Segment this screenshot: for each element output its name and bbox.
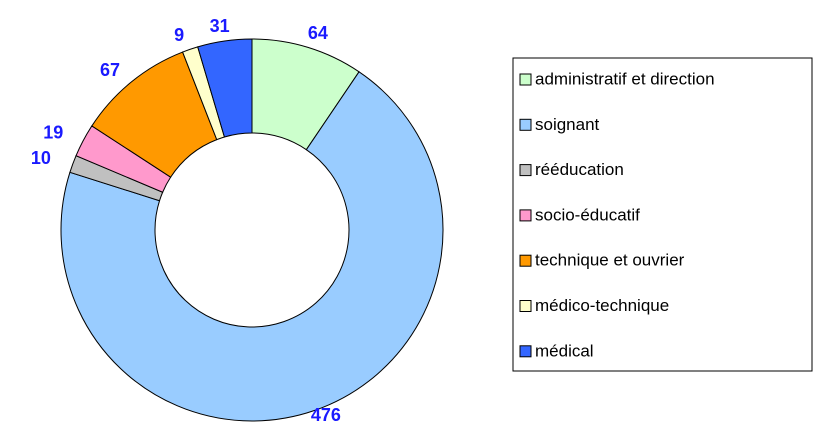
legend-swatch xyxy=(519,118,532,131)
legend-label: technique et ouvrier xyxy=(535,251,685,270)
legend-label: médico-technique xyxy=(535,296,669,315)
value-label: 9 xyxy=(174,25,184,45)
legend-swatch xyxy=(519,73,532,86)
legend-label: médical xyxy=(535,341,594,360)
legend-swatch xyxy=(519,345,532,358)
legend-label: soignant xyxy=(535,115,600,134)
value-label: 10 xyxy=(31,148,51,168)
legend-label: socio-éducatif xyxy=(535,205,640,224)
value-label: 19 xyxy=(43,123,63,143)
legend-swatch xyxy=(519,209,532,222)
legend-box xyxy=(512,57,813,372)
legend-label: rééducation xyxy=(535,160,624,179)
donut-slice xyxy=(60,71,444,422)
value-label: 476 xyxy=(311,405,341,425)
donut-slice xyxy=(197,38,253,138)
value-label: 64 xyxy=(308,23,328,43)
legend-swatch xyxy=(519,164,532,177)
legend-label: administratif et direction xyxy=(535,69,715,88)
legend-swatch xyxy=(519,254,532,267)
value-label: 67 xyxy=(100,60,120,80)
legend-swatch xyxy=(519,300,532,312)
value-label: 31 xyxy=(210,16,230,36)
